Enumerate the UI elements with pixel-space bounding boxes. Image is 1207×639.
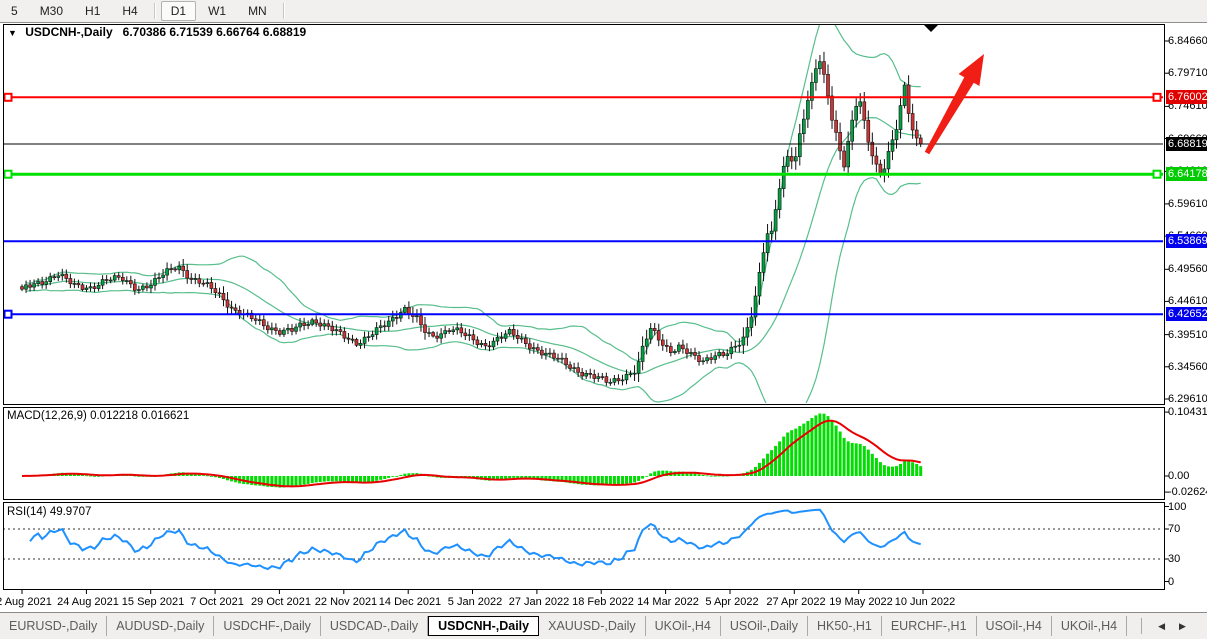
- tab-scroll-controls: ◀ ▶: [1141, 618, 1186, 634]
- timeframe-button-h4[interactable]: H4: [122, 4, 138, 18]
- price-tick-label: 6.49560: [1168, 263, 1207, 275]
- macd-axis-label: 0.00: [1168, 470, 1190, 482]
- macd-histogram: [28, 413, 923, 488]
- triangle-marker-icon[interactable]: [923, 24, 939, 32]
- timeframe-button-w1[interactable]: W1: [208, 4, 227, 18]
- price-badge-6.68819: 6.68819: [1166, 137, 1207, 151]
- timeframe-button-h1[interactable]: H1: [85, 4, 101, 18]
- chart-canvas[interactable]: [0, 0, 1207, 612]
- price-tick-label: 6.44610: [1168, 295, 1207, 307]
- chart-dropdown-icon[interactable]: ▼: [8, 28, 17, 38]
- timeframe-button-d1[interactable]: D1: [160, 1, 197, 21]
- hline-handle-right[interactable]: [1152, 92, 1162, 102]
- date-label: 7 Oct 2021: [190, 596, 244, 608]
- date-label: 18 Feb 2022: [572, 596, 634, 608]
- hline-handle-left[interactable]: [4, 169, 13, 179]
- macd-signal-line: [21, 419, 921, 488]
- chart-tabs-bar: EURUSD-,Daily AUDUSD-,Daily USDCHF-,Daily U…: [0, 612, 1207, 639]
- tab-ukoil-h4[interactable]: UKOil-,H4: [1052, 616, 1128, 636]
- date-label: 10 Jun 2022: [894, 596, 956, 608]
- tab-ukoil-h4[interactable]: UKOil-,H4: [646, 616, 721, 636]
- hline-handle-left[interactable]: [4, 309, 13, 319]
- tab-hk50-h1[interactable]: HK50-,H1: [808, 616, 882, 636]
- rsi-axis-label: 100: [1168, 501, 1187, 513]
- date-label: 19 May 2022: [829, 596, 893, 608]
- timeframe-toolbar: 5 M30 H1 H4 D1 W1 MN: [0, 0, 1207, 23]
- tab-separator: [1141, 618, 1143, 634]
- tab-scroll-left-icon[interactable]: ◀: [1158, 620, 1165, 631]
- macd-axis-label: -0.026249: [1168, 486, 1207, 498]
- tab-usdchf-daily[interactable]: USDCHF-,Daily: [214, 616, 321, 636]
- tab-eurchf-h1[interactable]: EURCHF-,H1: [882, 616, 977, 636]
- panel-frames: [3, 24, 1165, 590]
- date-label: 24 Aug 2021: [57, 596, 119, 608]
- macd-indicator-label: MACD(12,26,9) 0.012218 0.016621: [7, 410, 190, 422]
- price-badge-6.76002: 6.76002: [1166, 90, 1207, 104]
- tab-audusd-daily[interactable]: AUDUSD-,Daily: [107, 616, 215, 636]
- tab-usoil-daily[interactable]: USOil-,Daily: [721, 616, 808, 636]
- chart-symbol-period: USDCNH-,Daily: [25, 25, 113, 39]
- date-label: 27 Jan 2022: [508, 596, 570, 608]
- date-label: 29 Oct 2021: [251, 596, 311, 608]
- price-tick-label: 6.34560: [1168, 361, 1207, 373]
- rsi-axis-label: 70: [1168, 523, 1181, 535]
- price-tick-label: 6.79710: [1168, 67, 1207, 79]
- tab-scroll-right-icon[interactable]: ▶: [1179, 620, 1186, 631]
- date-label: 14 Dec 2021: [378, 596, 442, 608]
- price-tick-label: 6.84660: [1168, 35, 1207, 47]
- candles-layer[interactable]: [20, 51, 923, 386]
- rsi-axis-label: 30: [1168, 553, 1181, 565]
- tab-usdcnh-daily[interactable]: USDCNH-,Daily: [428, 616, 540, 636]
- date-label: 15 Sep 2021: [121, 596, 185, 608]
- rsi-line: [29, 508, 921, 571]
- tab-eurusd-daily[interactable]: EURUSD-,Daily: [0, 616, 108, 636]
- rsi-indicator-label: RSI(14) 49.9707: [7, 506, 92, 518]
- horizontal-lines[interactable]: [3, 92, 1164, 319]
- date-label: 2 Aug 2021: [0, 596, 52, 608]
- trend-arrow[interactable]: [924, 54, 984, 155]
- timeframe-button-5[interactable]: 5: [11, 4, 18, 18]
- rsi-levels: [4, 528, 1163, 560]
- price-badge-6.42652: 6.42652: [1166, 307, 1207, 321]
- hline-handle-left[interactable]: [4, 92, 13, 102]
- chart-ohlc-values: 6.70386 6.71539 6.66764 6.68819: [122, 25, 307, 39]
- tab-xauusd-daily[interactable]: XAUUSD-,Daily: [539, 616, 646, 636]
- toolbar-separator: [153, 3, 155, 19]
- price-tick-label: 6.29610: [1168, 393, 1207, 405]
- price-tick-label: 6.59610: [1168, 198, 1207, 210]
- date-label: 5 Apr 2022: [705, 596, 759, 608]
- date-label: 5 Jan 2022: [447, 596, 503, 608]
- price-tick-label: 6.39510: [1168, 329, 1207, 341]
- timeframe-button-m30[interactable]: M30: [39, 4, 64, 18]
- tab-usdcad-daily[interactable]: USDCAD-,Daily: [321, 616, 429, 636]
- macd-axis-label: 0.104313: [1168, 406, 1207, 418]
- date-label: 14 Mar 2022: [637, 596, 699, 608]
- chart-title: ▼ USDCNH-,Daily 6.70386 6.71539 6.66764 …: [8, 25, 306, 39]
- date-label: 27 Apr 2022: [766, 596, 826, 608]
- rsi-axis-label: 0: [1168, 576, 1175, 588]
- price-badge-6.64178: 6.64178: [1166, 167, 1207, 181]
- toolbar-separator: [282, 3, 284, 19]
- date-label: 22 Nov 2021: [314, 596, 378, 608]
- hline-handle-right[interactable]: [1152, 169, 1162, 179]
- price-badge-6.53869: 6.53869: [1166, 234, 1207, 248]
- timeframe-button-mn[interactable]: MN: [248, 4, 267, 18]
- tab-usoil-h4[interactable]: USOil-,H4: [977, 616, 1052, 636]
